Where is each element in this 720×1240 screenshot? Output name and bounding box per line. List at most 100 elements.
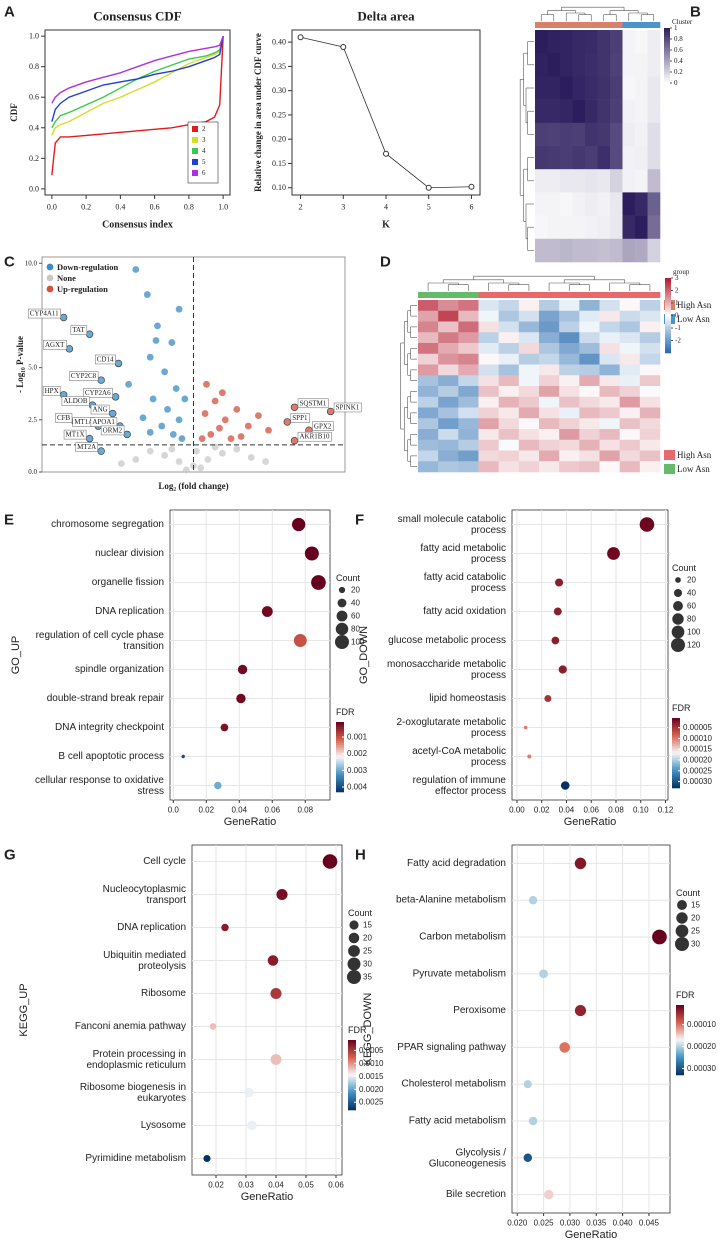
- dot: [304, 546, 319, 561]
- x-tick-label: 0.06: [264, 806, 280, 815]
- size-legend-dot: [335, 635, 349, 649]
- colorbar-tick-label: 1: [675, 299, 679, 307]
- point: [290, 436, 299, 445]
- heatmap-cell: [619, 386, 641, 398]
- heatmap-cell: [438, 461, 459, 473]
- colorbar-tick-label: -2: [675, 337, 681, 345]
- colorbar-slice: [336, 739, 344, 742]
- size-legend-label: 80: [687, 615, 696, 624]
- heatmap-cell: [635, 238, 648, 263]
- label-box: [94, 354, 116, 365]
- size-legend-dot: [347, 970, 361, 984]
- colorbar-slice: [672, 747, 680, 750]
- legend-label: High Asn: [677, 450, 712, 460]
- group-bar: [539, 292, 560, 298]
- dot: [560, 781, 570, 790]
- dot: [220, 723, 229, 732]
- heatmap-cell: [498, 439, 520, 451]
- colorbar-slice: [336, 774, 344, 777]
- group-bar: [597, 22, 611, 28]
- colorbar-slice: [664, 50, 670, 52]
- heatmap-cell: [458, 332, 479, 344]
- heatmap-cell: [599, 310, 620, 322]
- colorbar-slice: [665, 296, 671, 299]
- colorbar-slice: [672, 721, 680, 724]
- heatmap-cell: [518, 450, 540, 462]
- colorbar-slice: [672, 726, 680, 729]
- label-box: [70, 325, 88, 335]
- heatmap-cell: [438, 300, 459, 312]
- heatmap-cell: [498, 386, 520, 398]
- colorbar-slice: [664, 81, 670, 84]
- heatmap-cell: [597, 169, 611, 193]
- x-tick-label: 0.00: [509, 806, 525, 815]
- colorbar-slice: [665, 336, 671, 339]
- colorbar-slice: [672, 772, 680, 775]
- colorbar-tick-label: 0.00030: [687, 1064, 716, 1073]
- y-tick-label: 0.8: [29, 62, 39, 71]
- point-label: CFB: [57, 414, 71, 422]
- colorbar-slice: [348, 1068, 356, 1071]
- heatmap-cell: [622, 238, 636, 263]
- y-tick-label: DNA replication: [95, 606, 164, 617]
- heatmap-cell: [478, 321, 499, 333]
- point: [146, 428, 154, 436]
- size-legend-label: 20: [363, 934, 372, 943]
- colorbar-slice: [672, 746, 680, 749]
- colorbar-tick-label: 0.8: [674, 35, 683, 43]
- colorbar-slice: [348, 1108, 356, 1111]
- y-tick-label: glucose metabolic process: [388, 635, 506, 646]
- colorbar-slice: [665, 338, 671, 341]
- dot: [209, 1023, 217, 1030]
- heatmap-cell: [518, 332, 540, 344]
- colorbar-slice: [676, 1010, 684, 1013]
- colorbar-slice: [348, 1059, 356, 1062]
- heatmap-cell: [478, 364, 499, 376]
- heatmap-cell: [458, 375, 479, 387]
- heatmap-cell: [622, 76, 636, 100]
- dot: [322, 854, 338, 869]
- heatmap-cell: [478, 353, 499, 365]
- heatmap-cell: [478, 310, 499, 322]
- point: [247, 453, 255, 461]
- colorbar-slice: [676, 1036, 684, 1039]
- colorbar-slice: [336, 741, 344, 744]
- heatmap-cell: [547, 146, 561, 170]
- heatmap-cell: [579, 386, 600, 398]
- x-tick-label: 3: [341, 203, 345, 212]
- point: [164, 405, 171, 413]
- label-box: [100, 425, 125, 436]
- colorbar-slice: [336, 778, 344, 781]
- dot: [574, 857, 587, 870]
- colorbar-slice: [672, 763, 680, 766]
- size-legend-dot: [348, 945, 360, 957]
- colorbar-slice: [672, 737, 680, 740]
- heatmap-cell: [585, 192, 598, 216]
- y-tick-label: 0.6: [29, 93, 39, 102]
- colorbar-slice: [348, 1089, 356, 1092]
- dot: [221, 923, 229, 932]
- heatmap-cell: [418, 300, 439, 312]
- colorbar-slice: [664, 34, 670, 37]
- heatmap-cell: [622, 122, 636, 147]
- heatmap-cell: [579, 321, 600, 333]
- heatmap-cell: [622, 192, 636, 216]
- heatmap-cell: [619, 439, 641, 451]
- heatmap-cell: [539, 439, 560, 451]
- size-legend-label: 20: [351, 586, 360, 595]
- colorbar-slice: [336, 722, 344, 725]
- colorbar-slice: [348, 1071, 356, 1074]
- colorbar-slice: [664, 28, 670, 30]
- colorbar-slice: [348, 1096, 356, 1099]
- colorbar-slice: [336, 734, 344, 737]
- heatmap-cell: [597, 215, 611, 240]
- point: [125, 380, 132, 388]
- heatmap-cell: [599, 375, 620, 387]
- y-tick-label: PPAR signaling pathway: [397, 1042, 506, 1053]
- y-tick-label: small molecule catabolic process: [398, 514, 506, 536]
- heatmap-cell: [539, 407, 560, 419]
- point-label: AKR1B10: [300, 433, 330, 441]
- heatmap-cell: [498, 364, 520, 376]
- colorbar-slice: [665, 294, 671, 298]
- colorbar-slice: [336, 786, 344, 789]
